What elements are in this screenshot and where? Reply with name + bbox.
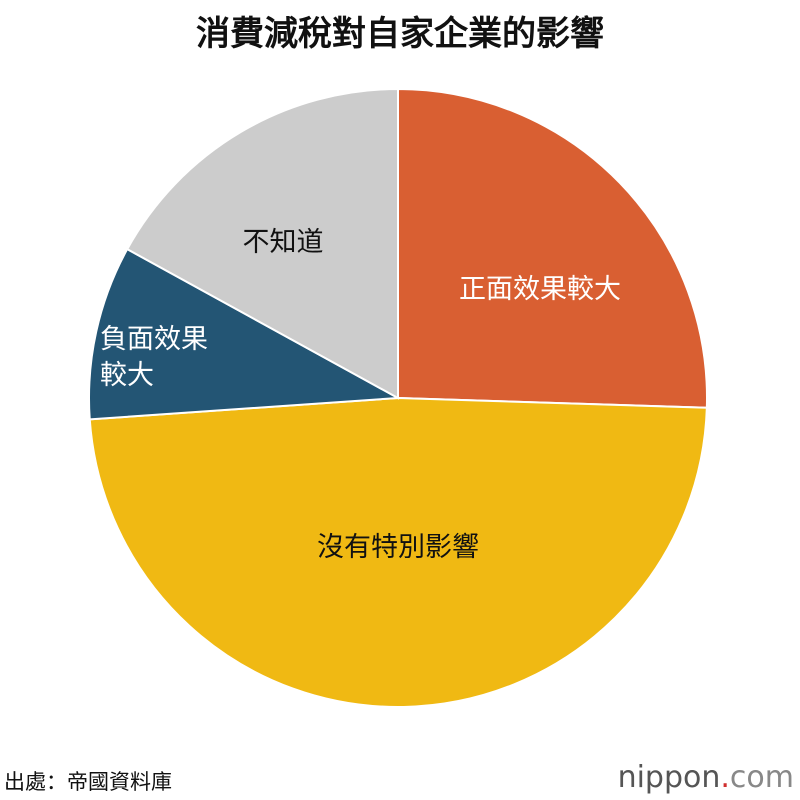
- slice-label: 不知道: [242, 227, 324, 258]
- pie-slice: [125, 87, 399, 400]
- pie-slice: [88, 396, 708, 709]
- slice-label: 正面效果較大: [459, 274, 621, 305]
- source-note: 出處：帝國資料庫: [4, 770, 172, 794]
- logo-text: com: [729, 760, 794, 795]
- logo: nippon.com: [618, 760, 794, 795]
- pie-slice: [397, 87, 708, 409]
- logo-text: .: [720, 760, 730, 795]
- slice-label: 沒有特別影響: [317, 532, 479, 563]
- pie-slice: [88, 247, 402, 421]
- slice-label: 負面效果較大: [100, 324, 208, 391]
- chart-title: 消費減稅對自家企業的影響: [196, 14, 604, 54]
- logo-text: nippon: [617, 760, 721, 795]
